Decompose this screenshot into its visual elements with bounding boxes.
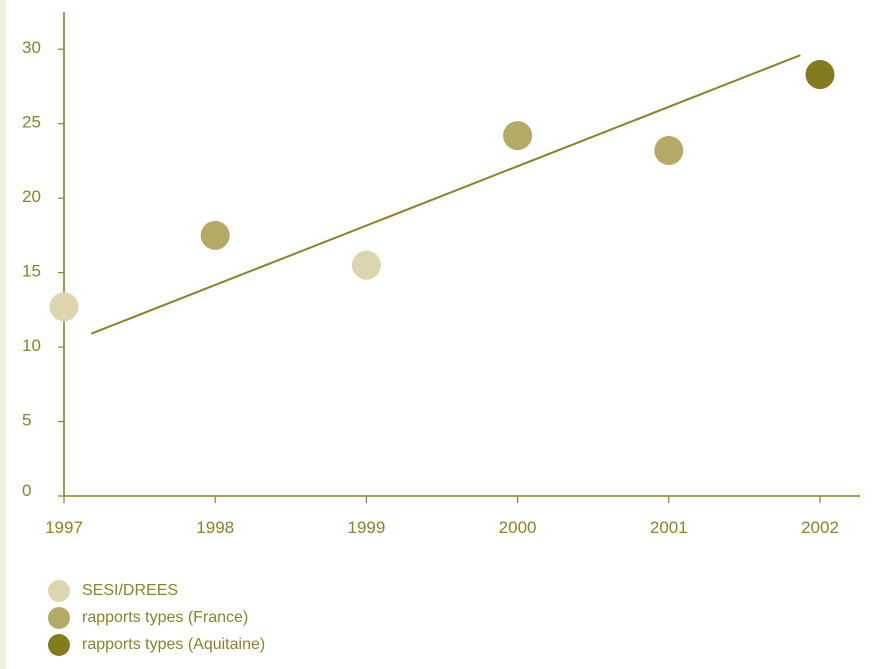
x-tick-label: 2002 <box>801 518 839 537</box>
x-tick-label: 1999 <box>347 518 385 537</box>
data-point <box>351 250 381 280</box>
legend-item: rapports types (France) <box>48 604 265 631</box>
y-tick-label: 25 <box>22 113 41 132</box>
data-point <box>200 220 230 250</box>
data-point <box>805 60 835 90</box>
legend-label: rapports types (Aquitaine) <box>82 635 266 653</box>
legend-item: SESI/DREES <box>48 577 265 604</box>
y-tick-label: 20 <box>22 187 41 206</box>
x-tick-label: 2001 <box>650 518 688 537</box>
legend: SESI/DREES rapports types (France) rapport… <box>48 577 265 658</box>
data-point <box>654 135 684 165</box>
data-point <box>503 121 533 151</box>
y-tick-label: 30 <box>22 38 41 57</box>
legend-swatch <box>48 606 70 629</box>
legend-label: rapports types (France) <box>82 608 249 626</box>
y-tick-label: 15 <box>22 262 41 281</box>
data-point <box>49 292 79 322</box>
trend-line <box>90 54 801 335</box>
y-tick-label: 0 <box>22 481 31 500</box>
legend-swatch <box>48 633 70 656</box>
x-tick-label: 2000 <box>499 518 537 537</box>
x-tick-label: 1997 <box>45 518 83 537</box>
legend-label: SESI/DREES <box>82 581 179 599</box>
legend-swatch <box>48 579 70 602</box>
y-tick-label: 10 <box>22 336 41 355</box>
x-tick-label: 1998 <box>196 518 234 537</box>
left-margin-strip <box>0 0 6 669</box>
y-tick-label: 5 <box>22 411 31 430</box>
legend-item: rapports types (Aquitaine) <box>48 631 265 658</box>
